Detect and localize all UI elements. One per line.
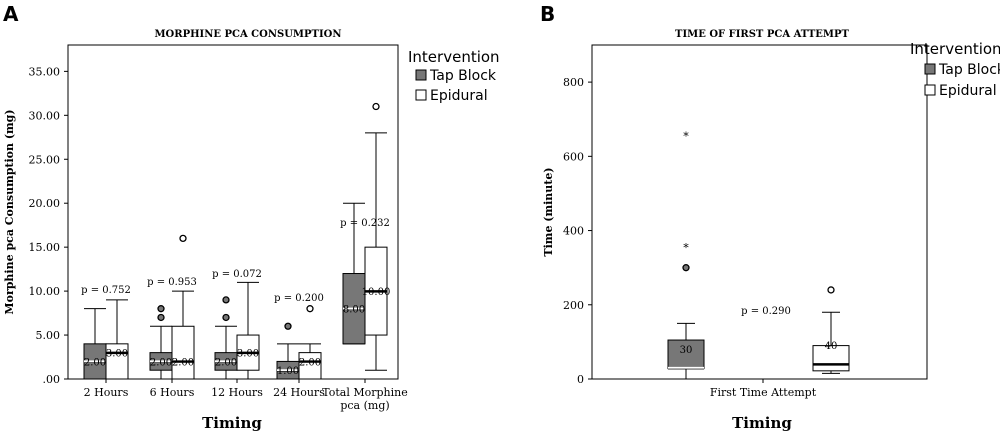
chart-a-ytick-label: .00 <box>43 373 61 386</box>
chart-b-epidural-box <box>812 345 850 372</box>
legend-b-label-epidural: Epidural <box>939 83 997 99</box>
chart-b-ytick-label: 400 <box>563 225 584 238</box>
legend-a-label-tap: Tap Block <box>429 68 497 84</box>
chart-b-epidural-outlier <box>827 286 835 294</box>
chart-a-epidural-median-label: 3.00 <box>106 349 128 360</box>
chart-b-title: TIME OF FIRST PCA ATTEMPT <box>675 29 849 40</box>
chart-a-tap-block-median-label: 1.00 <box>277 366 299 377</box>
chart-a-tap-block-outlier <box>157 305 165 313</box>
chart-a-tap-block-outlier <box>222 296 230 304</box>
chart-a-p-value: p = 0.752 <box>81 285 131 296</box>
chart-a: .00 5.00 10.00 15.00 20.00 25.00 30.00 35.00 2 H… <box>29 44 408 412</box>
chart-a-p-value: p = 0.232 <box>340 218 390 229</box>
chart-a-epidural-box <box>171 325 195 380</box>
chart-b-ylabel: Time (minute) <box>542 167 555 256</box>
chart-a-p-value: p = 0.953 <box>147 277 197 288</box>
legend-b-swatch-epidural <box>924 84 936 96</box>
legend-b: Intervention Tap Block Epidural <box>910 40 1000 99</box>
chart-a-tap-block-median-label: 2.00 <box>84 357 106 368</box>
chart-a-p-value: p = 0.200 <box>274 293 324 304</box>
chart-a-epidural-outlier <box>306 305 314 313</box>
chart-a-ytick-label: 35.00 <box>29 65 61 78</box>
chart-b: 0 200 400 600 800 First Time Attempt p = 0.290… <box>563 44 928 399</box>
chart-b-p-value: p = 0.290 <box>741 306 791 317</box>
legend-b-label-tap: Tap Block <box>938 62 1000 78</box>
chart-b-xlabel: Timing <box>732 414 792 432</box>
panel-b-letter: B <box>540 2 555 26</box>
chart-b-epidural-median-label: 40 <box>825 341 838 352</box>
legend-b-swatch-tap <box>924 63 936 75</box>
chart-a-tap-block-median-label: 8.00 <box>343 305 365 316</box>
chart-a-epidural-box <box>298 352 322 380</box>
chart-a-tap-block-outlier <box>284 322 292 330</box>
chart-a-tap-block-outlier <box>157 313 165 322</box>
chart-b-ytick-label: 800 <box>563 76 584 89</box>
chart-a-epidural-median-label: 2.00 <box>172 357 194 368</box>
legend-a-label-epidural: Epidural <box>430 88 488 104</box>
chart-a-title: MORPHINE PCA CONSUMPTION <box>154 29 341 40</box>
chart-a-ytick-label: 10.00 <box>29 285 61 298</box>
panel-a-letter: A <box>3 2 19 26</box>
chart-a-p-value: p = 0.072 <box>212 269 262 280</box>
legend-a-swatch-epidural <box>415 89 427 101</box>
chart-b-ytick-label: 200 <box>563 299 584 312</box>
chart-a-tap-block-median-label: 2.00 <box>150 357 172 368</box>
chart-a-ytick-label: 20.00 <box>29 197 61 210</box>
chart-a-tap-block-median-label: 2.00 <box>215 357 237 368</box>
chart-a-xtick-label: 6 Hours <box>150 386 195 399</box>
chart-b-tap-block-median-label: 30 <box>680 345 693 356</box>
chart-b-tap-block-outlier <box>682 264 690 272</box>
chart-a-epidural-outlier <box>179 234 187 243</box>
chart-a-xtick-label: 24 Hours <box>273 386 325 399</box>
legend-a-title: Intervention <box>408 48 500 66</box>
chart-a-tap-block-outlier <box>222 313 230 322</box>
legend-a: Intervention Tap Block Epidural <box>408 48 500 104</box>
chart-a-epidural-median-label: 3.00 <box>237 349 259 360</box>
chart-a-epidural-median-label: 2.00 <box>299 357 321 368</box>
chart-b-tap-block-extreme-star: * <box>683 130 689 143</box>
chart-a-xlabel: Timing <box>202 414 262 432</box>
chart-a-ytick-label: 25.00 <box>29 153 61 166</box>
chart-a-epidural-median-label: 10.00 <box>362 287 391 298</box>
chart-a-xtick-label: 2 Hours <box>84 386 129 399</box>
chart-a-ytick-label: 30.00 <box>29 109 61 122</box>
legend-b-title: Intervention <box>910 40 1000 58</box>
chart-a-xtick-label: pca (mg) <box>340 399 389 412</box>
chart-a-xtick-label: Total Morphine <box>322 386 407 399</box>
chart-a-epidural-outlier <box>372 102 380 111</box>
chart-b-ytick-label: 600 <box>563 150 584 163</box>
chart-a-ytick-label: 5.00 <box>36 329 61 342</box>
chart-a-xtick-label: 12 Hours <box>211 386 263 399</box>
chart-b-ytick-label: 0 <box>577 373 584 386</box>
chart-a-ylabel: Morphine pca Consumption (mg) <box>3 109 16 314</box>
chart-b-tap-block-extreme-star: * <box>683 241 689 254</box>
chart-a-ytick-label: 15.00 <box>29 241 61 254</box>
chart-b-plot-frame <box>591 44 928 380</box>
chart-b-xtick-label: First Time Attempt <box>710 386 817 399</box>
legend-a-swatch-tap <box>415 69 427 81</box>
